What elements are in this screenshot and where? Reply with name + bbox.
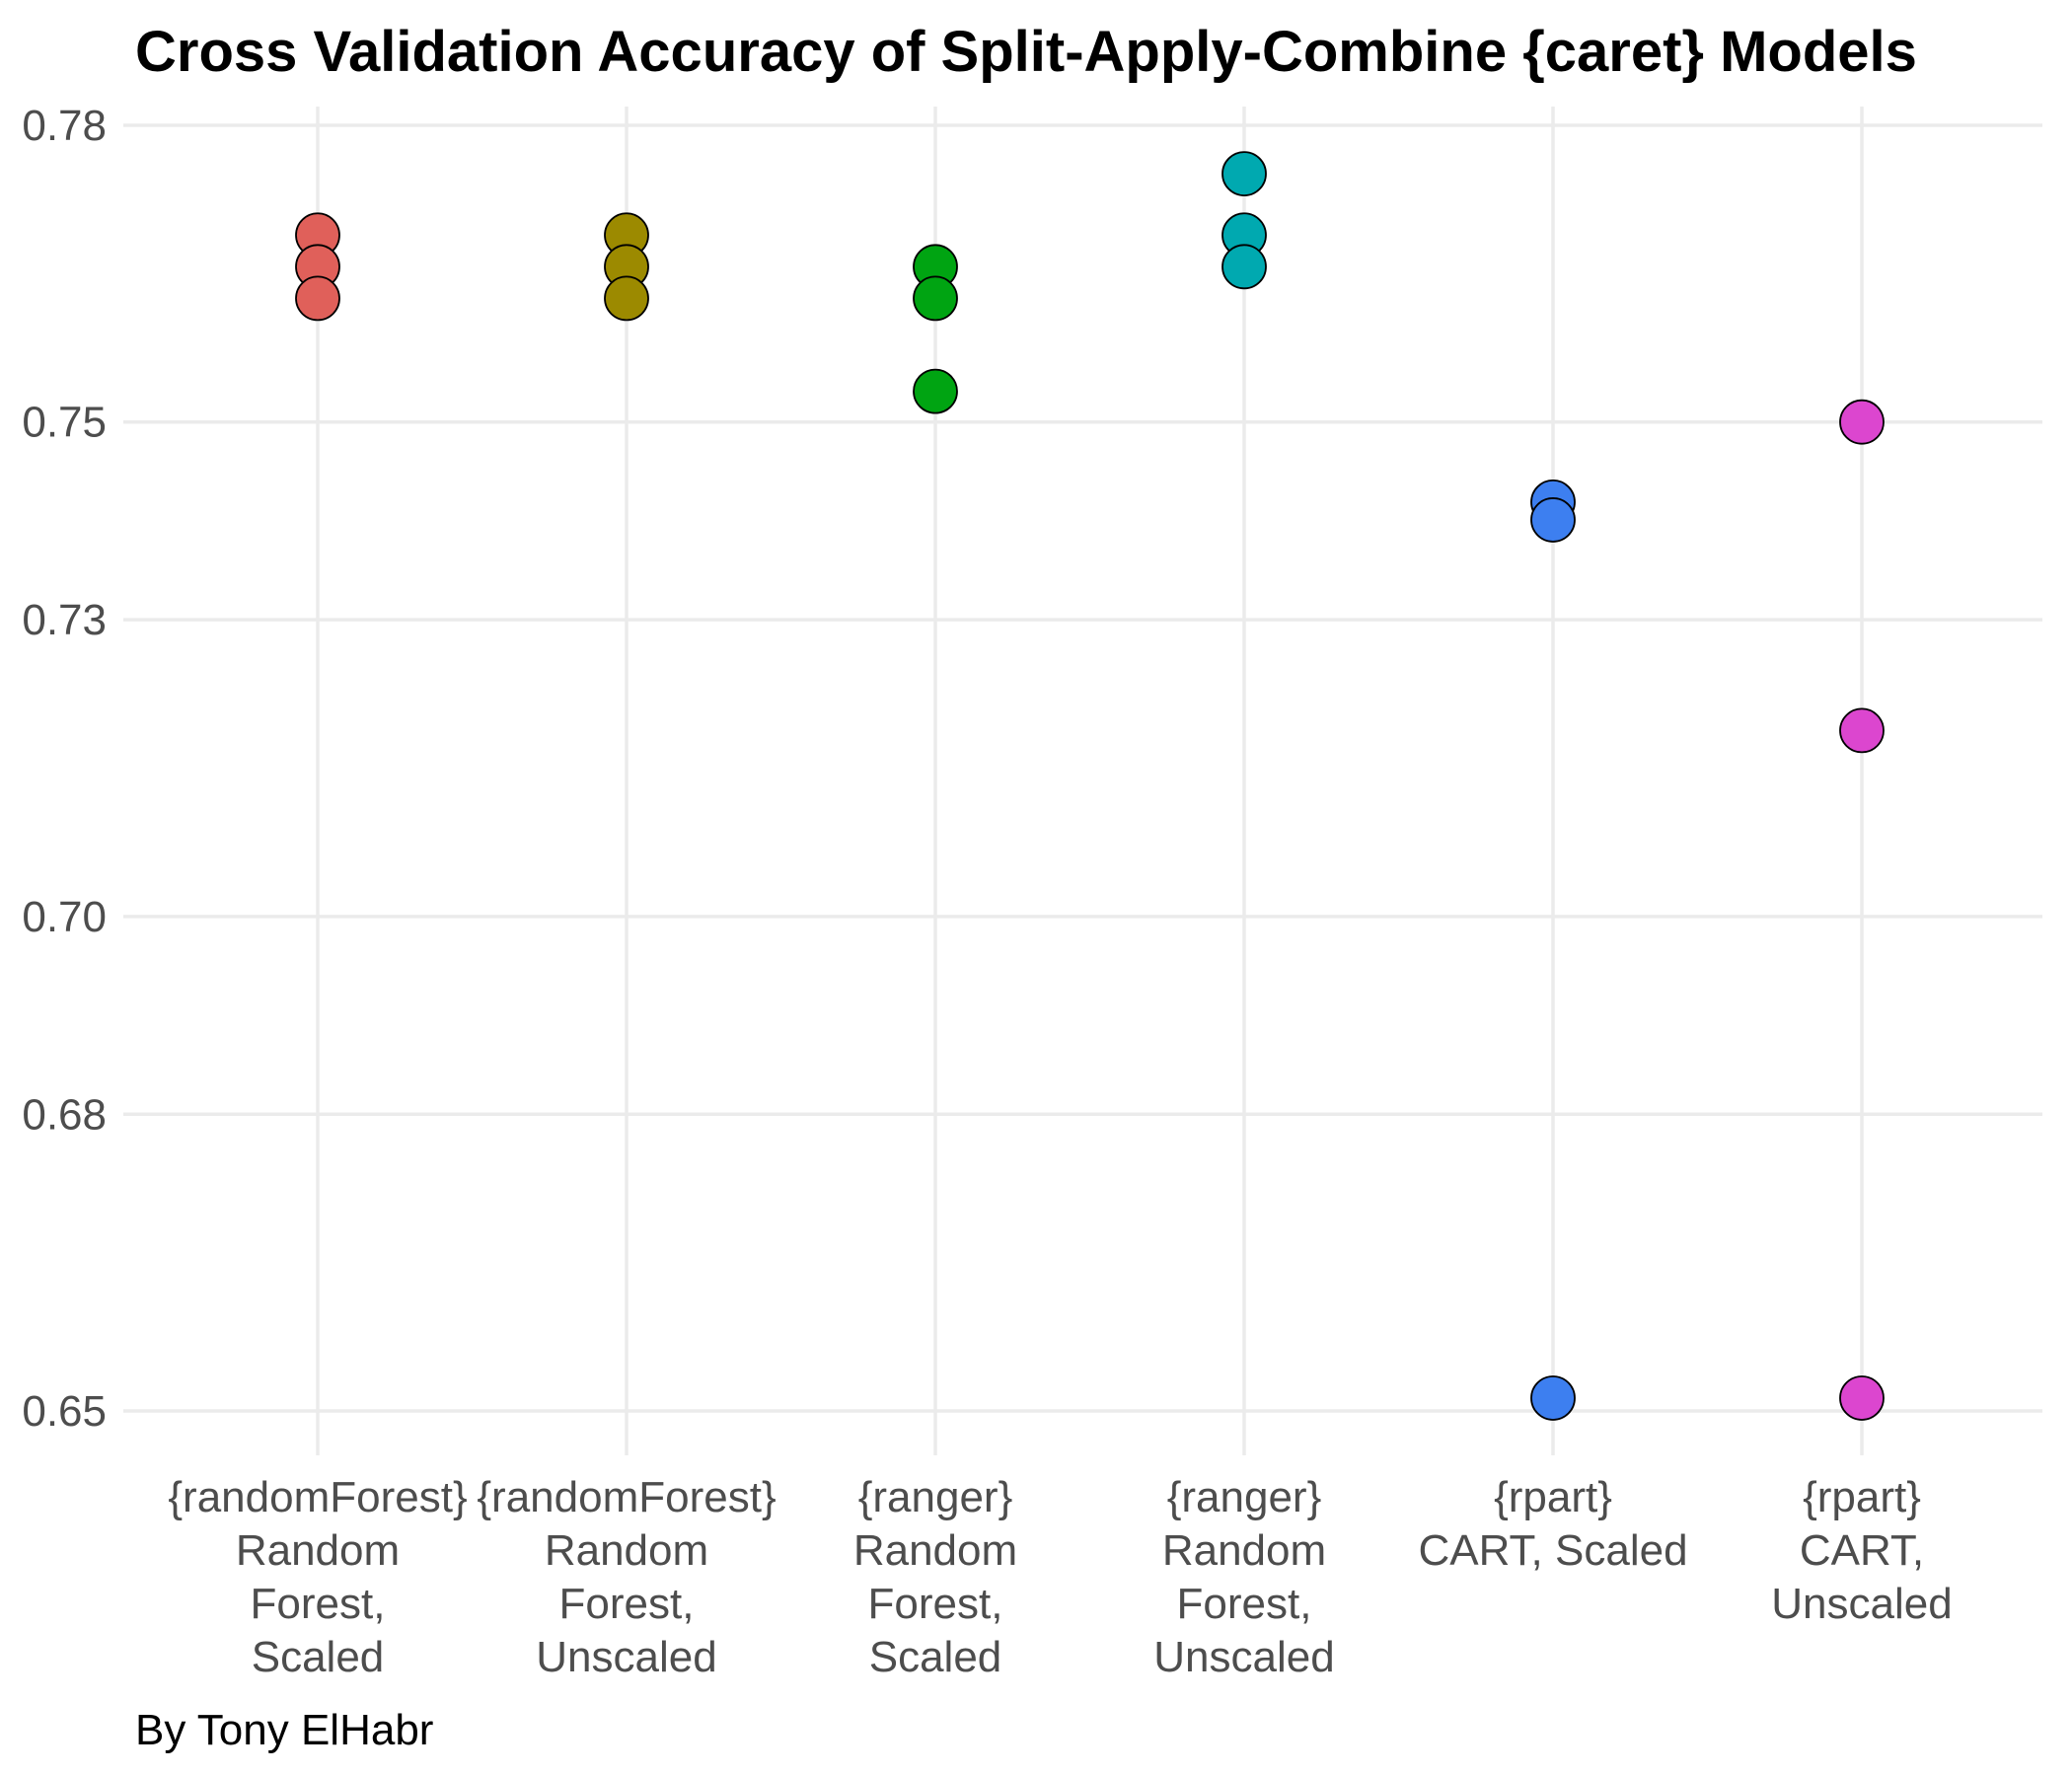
data-point — [1839, 399, 1885, 445]
data-points — [295, 151, 1885, 1421]
data-point — [1839, 1375, 1885, 1421]
chart-caption: By Tony ElHabr — [135, 1706, 433, 1754]
y-tick-label: 0.73 — [22, 596, 107, 644]
y-tick-label: 0.78 — [22, 102, 107, 150]
x-tick-label-line: {ranger} — [858, 1473, 1013, 1521]
x-tick-label-line: Unscaled — [1771, 1580, 1952, 1628]
data-point — [1530, 1375, 1576, 1421]
x-tick-label-line: Random — [236, 1526, 400, 1575]
y-tick-label: 0.65 — [22, 1387, 107, 1436]
chart-title: Cross Validation Accuracy of Split-Apply… — [135, 20, 1917, 84]
x-tick-label: {rpart} CART, Scaled — [1418, 1473, 1687, 1575]
x-gridlines — [316, 107, 1864, 1455]
x-tick-label-line: Unscaled — [536, 1633, 716, 1681]
x-tick-label-line: Random — [853, 1526, 1017, 1575]
x-tick-label-line: Forest, — [559, 1580, 695, 1628]
y-axis-tick-labels: 0.65 0.68 0.70 0.73 0.75 0.78 — [22, 102, 107, 1436]
x-tick-label-line: {randomForest} — [477, 1473, 776, 1521]
x-tick-label: {randomForest} Random Forest, Unscaled — [477, 1473, 776, 1681]
y-gridlines — [123, 123, 2042, 1413]
x-tick-label-line: {ranger} — [1167, 1473, 1322, 1521]
y-tick-label: 0.68 — [22, 1090, 107, 1139]
x-tick-label-line: Random — [545, 1526, 708, 1575]
x-tick-label-line: {rpart} — [1803, 1473, 1921, 1521]
x-tick-label: {ranger} Random Forest, Unscaled — [1153, 1473, 1334, 1681]
data-point — [604, 275, 649, 322]
x-tick-label-line: Forest, — [868, 1580, 1003, 1628]
x-tick-label-line: Scaled — [869, 1633, 1002, 1681]
x-tick-label-line: Forest, — [1177, 1580, 1312, 1628]
x-tick-label-line: Unscaled — [1153, 1633, 1334, 1681]
x-tick-label-line: CART, — [1800, 1526, 1924, 1575]
x-tick-label-line: Random — [1162, 1526, 1326, 1575]
x-axis-tick-labels: {randomForest} Random Forest, Scaled{random… — [168, 1473, 1952, 1681]
data-point — [913, 368, 958, 414]
y-tick-label: 0.75 — [22, 399, 107, 447]
data-point — [1530, 497, 1576, 543]
data-point — [1221, 151, 1267, 197]
x-tick-label: {randomForest} Random Forest, Scaled — [168, 1473, 467, 1681]
x-tick-label-line: Scaled — [252, 1633, 385, 1681]
x-tick-label: {rpart} CART, Unscaled — [1771, 1473, 1952, 1628]
x-tick-label-line: CART, Scaled — [1418, 1526, 1687, 1575]
x-tick-label-line: {randomForest} — [168, 1473, 467, 1521]
data-point — [1839, 707, 1885, 754]
data-point — [295, 275, 340, 322]
y-tick-label: 0.70 — [22, 893, 107, 941]
x-tick-label-line: {rpart} — [1494, 1473, 1612, 1521]
x-tick-label: {ranger} Random Forest, Scaled — [853, 1473, 1017, 1681]
data-point — [1221, 244, 1267, 290]
data-point — [913, 275, 958, 322]
x-tick-label-line: Forest, — [251, 1580, 386, 1628]
